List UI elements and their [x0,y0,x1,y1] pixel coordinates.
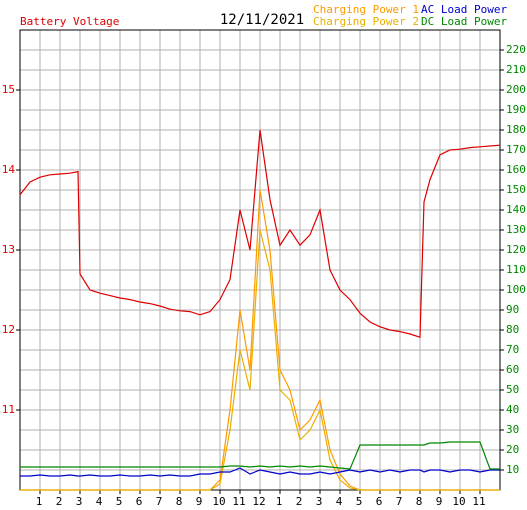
series-line [20,441,500,470]
y2-tick-label: 20 [506,443,519,456]
y-tick-label: 15 [2,83,15,96]
y2-tick-label: 180 [506,123,526,136]
legend-label: DC Load Power [421,15,507,28]
y2-tick-label: 30 [506,423,519,436]
x-tick-label: 11 [232,495,245,508]
y2-tick-label: 40 [506,403,519,416]
y2-tick-label: 160 [506,163,526,176]
y2-tick-label: 210 [506,63,526,76]
y2-tick-label: 100 [506,283,526,296]
x-tick-label: 5 [116,495,123,508]
y2-tick-label: 220 [506,43,526,56]
y2-tick-label: 110 [506,263,526,276]
y2-tick-label: 10 [506,463,519,476]
y2-tick-label: 50 [506,383,519,396]
x-tick-label: 8 [176,495,183,508]
x-tick-label: 9 [196,495,203,508]
x-tick-label: 11 [472,495,485,508]
y2-tick-label: 170 [506,143,526,156]
chart-title: 12/11/2021 [220,12,304,28]
x-tick-label: 8 [416,495,423,508]
x-tick-label: 4 [96,495,103,508]
x-tick-label: 9 [436,495,443,508]
y-tick-label: 13 [2,243,15,256]
y2-tick-label: 190 [506,103,526,116]
y2-tick-label: 70 [506,343,519,356]
y-tick-label: 12 [2,323,15,336]
series-line [19,129,501,339]
x-tick-label: 7 [396,495,403,508]
x-tick-label: 10 [212,495,225,508]
y2-tick-label: 120 [506,243,526,256]
y2-tick-label: 150 [506,183,526,196]
y2-tick-label: 60 [506,363,519,376]
x-tick-label: 3 [316,495,323,508]
x-tick-label: 3 [76,495,83,508]
x-tick-label: 12 [252,495,265,508]
y2-tick-label: 90 [506,303,519,316]
x-tick-label: 1 [276,495,283,508]
legend-label: Charging Power 1 [313,3,419,16]
legend-label: Charging Power 2 [313,15,419,28]
series-line [20,467,500,477]
y2-tick-label: 130 [506,223,526,236]
x-tick-label: 6 [136,495,143,508]
legend-label: AC Load Power [421,3,507,16]
plot-frame [19,29,501,491]
x-tick-label: 1 [36,495,43,508]
x-tick-label: 2 [56,495,63,508]
y2-tick-label: 80 [506,323,519,336]
y2-tick-label: 140 [506,203,526,216]
y-axis-label: Battery Voltage [20,15,119,28]
y2-tick-label: 200 [506,83,526,96]
series-line [20,229,500,491]
x-tick-label: 6 [376,495,383,508]
y-tick-label: 14 [2,163,16,176]
x-tick-label: 2 [296,495,303,508]
x-tick-label: 5 [356,495,363,508]
y-tick-label: 11 [2,403,15,416]
x-tick-label: 4 [336,495,343,508]
x-tick-label: 7 [156,495,163,508]
x-tick-label: 10 [452,495,465,508]
